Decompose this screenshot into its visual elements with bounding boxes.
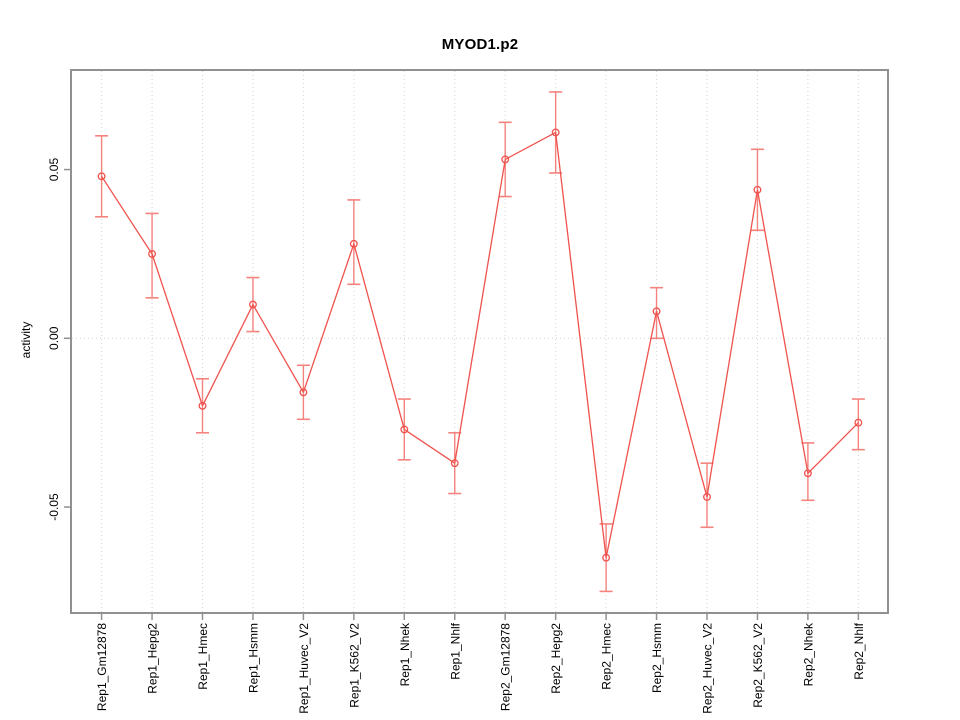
data-point-marker bbox=[753, 185, 762, 194]
y-tick-label: 0.05 bbox=[47, 158, 61, 182]
series-segment bbox=[555, 132, 607, 558]
series-segment bbox=[706, 189, 759, 498]
x-tick-label: Rep1_Hsmm bbox=[246, 623, 260, 693]
x-tick-label: Rep1_Huvec_V2 bbox=[297, 623, 311, 714]
y-tick-label: -0.05 bbox=[47, 493, 61, 521]
data-point-marker bbox=[703, 492, 711, 501]
data-point-marker bbox=[198, 401, 207, 410]
data-point-marker bbox=[400, 425, 409, 434]
series-segment bbox=[605, 311, 658, 558]
data-point-marker bbox=[97, 172, 106, 181]
series-segment bbox=[807, 422, 859, 474]
data-point-marker bbox=[501, 155, 510, 164]
x-tick-label: Rep2_Gm12878 bbox=[499, 623, 513, 711]
x-tick-label: Rep1_Hepg2 bbox=[146, 623, 160, 694]
data-point-marker bbox=[349, 239, 358, 248]
series-segment bbox=[101, 175, 153, 255]
series-segment bbox=[655, 311, 708, 498]
x-tick-label: Rep1_Nhlf bbox=[448, 622, 462, 679]
x-tick-label: Rep2_Hsmm bbox=[650, 623, 664, 693]
y-tick-label: 0.00 bbox=[47, 326, 61, 350]
data-point-marker bbox=[248, 300, 257, 309]
x-tick-label: Rep2_Huvec_V2 bbox=[701, 623, 715, 714]
series-segment bbox=[252, 304, 304, 393]
x-tick-label: Rep2_Nhek bbox=[801, 622, 815, 686]
x-tick-label: Rep1_Gm12878 bbox=[95, 623, 109, 711]
x-tick-label: Rep2_Nhlf bbox=[852, 622, 866, 679]
x-tick-label: Rep2_Hmec bbox=[600, 623, 614, 690]
x-tick-label: Rep1_Hmec bbox=[196, 623, 210, 690]
data-point-marker bbox=[602, 553, 611, 562]
series-segment bbox=[504, 131, 556, 161]
data-point-marker bbox=[551, 128, 560, 137]
x-tick-label: Rep2_K562_V2 bbox=[751, 623, 765, 708]
series-segment bbox=[353, 243, 405, 430]
plot-border bbox=[70, 69, 889, 614]
data-point-marker bbox=[803, 469, 812, 478]
data-point-marker bbox=[652, 307, 661, 316]
x-tick-label: Rep2_Hepg2 bbox=[549, 623, 563, 694]
series-segment bbox=[201, 304, 254, 407]
series-segment bbox=[756, 189, 809, 474]
series-segment bbox=[151, 253, 204, 406]
x-tick-label: Rep1_K562_V2 bbox=[347, 623, 361, 708]
chart-title: MYOD1.p2 bbox=[441, 36, 519, 53]
data-point-marker bbox=[148, 249, 156, 258]
x-tick-label: Rep1_Nhek bbox=[398, 622, 412, 686]
series-segment bbox=[403, 428, 456, 464]
series-segment bbox=[302, 243, 355, 393]
data-point-marker bbox=[854, 418, 863, 427]
series-segment bbox=[454, 159, 506, 464]
data-point-marker bbox=[450, 459, 459, 468]
data-point-marker bbox=[299, 388, 308, 397]
